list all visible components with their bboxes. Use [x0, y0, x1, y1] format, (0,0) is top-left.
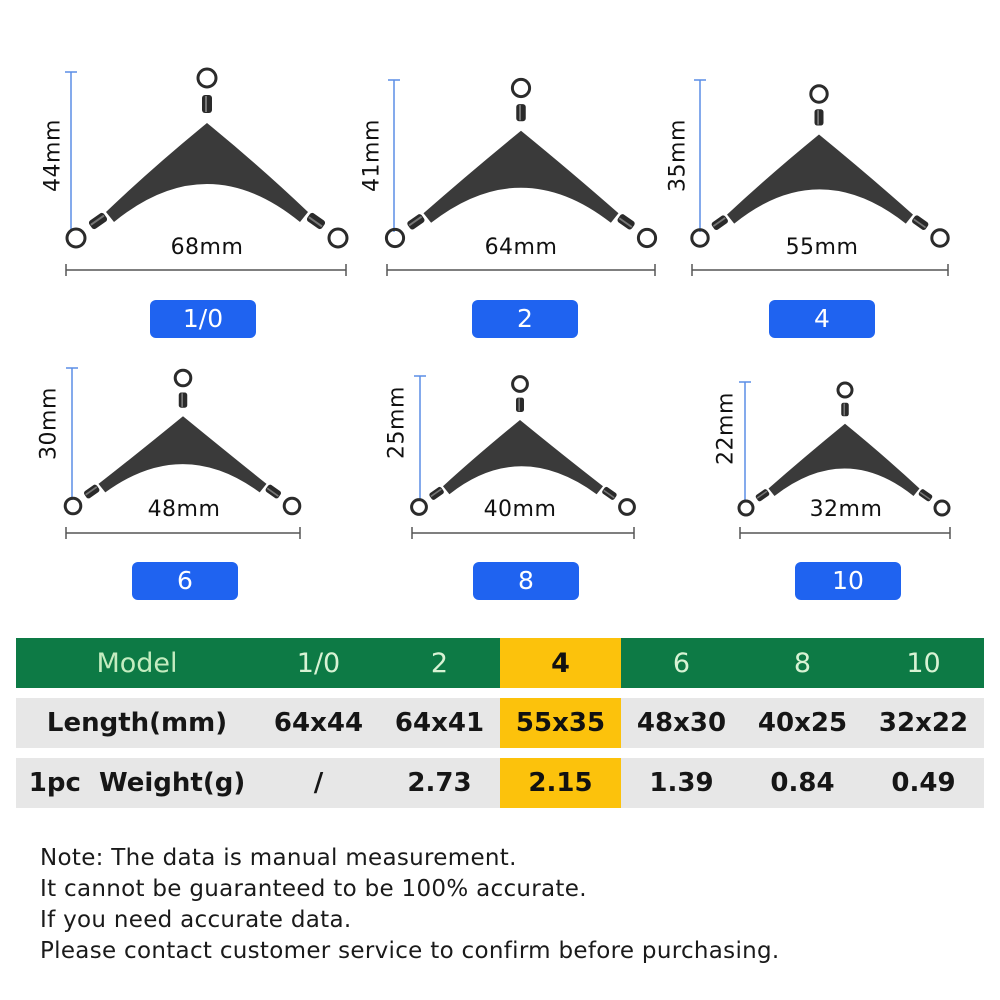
header-cell-highlighted: 4: [500, 638, 621, 688]
top-ring: [173, 368, 193, 388]
table-cell: 64x41: [379, 698, 500, 748]
model-badge-10: 10: [795, 562, 901, 600]
height-label-10: 22mm: [713, 392, 739, 465]
left-ring: [384, 227, 406, 249]
height-label-8: 25mm: [384, 386, 410, 459]
table-cell: 2.73: [379, 758, 500, 808]
model-badge-6: 6: [132, 562, 238, 600]
top-ring: [510, 77, 532, 99]
width-label-1-0: 68mm: [170, 235, 244, 260]
right-swivel: [918, 489, 933, 502]
wing-plate: [98, 416, 267, 493]
table-cell: 1.39: [621, 758, 742, 808]
left-ring: [63, 496, 83, 516]
width-label-6: 48mm: [147, 497, 221, 522]
right-ring: [636, 227, 658, 249]
header-cell: 2: [379, 638, 500, 688]
width-label-2: 64mm: [484, 235, 558, 260]
note-line: If you need accurate data.: [40, 907, 352, 933]
top-ring: [836, 381, 854, 399]
height-label-6: 30mm: [36, 387, 62, 460]
top-ring: [809, 84, 829, 104]
model-badge-8: 8: [473, 562, 579, 600]
left-swivel: [755, 489, 770, 502]
model-badge-4: 4: [769, 300, 875, 338]
disclaimer-note: Note: The data is manual measurement. It…: [40, 843, 780, 967]
top-ring: [511, 375, 529, 393]
height-label-1-0: 44mm: [40, 119, 66, 192]
right-swivel: [306, 212, 326, 230]
top-ring: [196, 67, 218, 89]
height-label-4: 35mm: [665, 119, 691, 192]
right-ring: [618, 498, 636, 516]
model-badge-2: 2: [472, 300, 578, 338]
left-swivel: [711, 215, 728, 230]
table-cell: 48x30: [621, 698, 742, 748]
table-cell: 0.84: [742, 758, 863, 808]
right-swivel: [617, 214, 635, 230]
note-line: Please contact customer service to confi…: [40, 938, 780, 964]
table-cell: 40x25: [742, 698, 863, 748]
width-label-4: 55mm: [785, 235, 859, 260]
header-cell: 8: [742, 638, 863, 688]
top-swivel: [516, 104, 526, 122]
left-ring: [65, 227, 87, 249]
right-ring: [933, 499, 951, 517]
table-cell-highlighted: 2.15: [500, 758, 621, 808]
wing-plate: [727, 134, 913, 224]
wing-plate: [106, 123, 308, 222]
right-swivel: [912, 215, 929, 230]
left-swivel: [83, 484, 100, 499]
width-label-8: 40mm: [483, 497, 557, 522]
table-cell-highlighted: 55x35: [500, 698, 621, 748]
left-ring: [410, 498, 428, 516]
right-swivel: [602, 486, 617, 500]
spec-table: Model 1/0 2 4 6 8 10 Length(mm) 64x44 64…: [16, 638, 984, 808]
wing-plate: [423, 130, 619, 223]
right-ring: [327, 227, 349, 249]
table-cell: /: [258, 758, 379, 808]
row-label: Length(mm): [16, 698, 258, 748]
model-badge-1-0: 1/0: [150, 300, 256, 338]
top-swivel: [841, 402, 849, 417]
table-cell: 0.49: [863, 758, 984, 808]
table-row-weight: 1pc Weight(g) / 2.73 2.15 1.39 0.84 0.49: [16, 758, 984, 808]
note-line: It cannot be guaranteed to be 100% accur…: [40, 876, 587, 902]
header-cell: 1/0: [258, 638, 379, 688]
left-ring: [690, 228, 710, 248]
height-label-2: 41mm: [359, 119, 385, 192]
right-ring: [930, 228, 950, 248]
left-swivel: [429, 486, 444, 500]
header-cell: 6: [621, 638, 742, 688]
right-ring: [282, 496, 302, 516]
right-swivel: [265, 484, 282, 499]
header-cell: 10: [863, 638, 984, 688]
wing-plate: [443, 420, 603, 495]
product-illustrations: [63, 67, 951, 539]
note-line: Note: The data is manual measurement.: [40, 845, 517, 871]
row-label: 1pc Weight(g): [16, 758, 258, 808]
table-cell: 64x44: [258, 698, 379, 748]
table-row-length: Length(mm) 64x44 64x41 55x35 48x30 40x25…: [16, 698, 984, 748]
left-swivel: [407, 214, 425, 230]
top-swivel: [202, 95, 212, 113]
left-swivel: [88, 212, 108, 230]
left-ring: [737, 499, 755, 517]
top-swivel: [814, 109, 824, 126]
table-header-row: Model 1/0 2 4 6 8 10: [16, 638, 984, 688]
top-swivel: [178, 392, 188, 408]
wing-plate: [768, 423, 920, 496]
width-label-10: 32mm: [809, 497, 883, 522]
table-cell: 32x22: [863, 698, 984, 748]
top-swivel: [516, 397, 524, 412]
header-model: Model: [16, 638, 258, 688]
